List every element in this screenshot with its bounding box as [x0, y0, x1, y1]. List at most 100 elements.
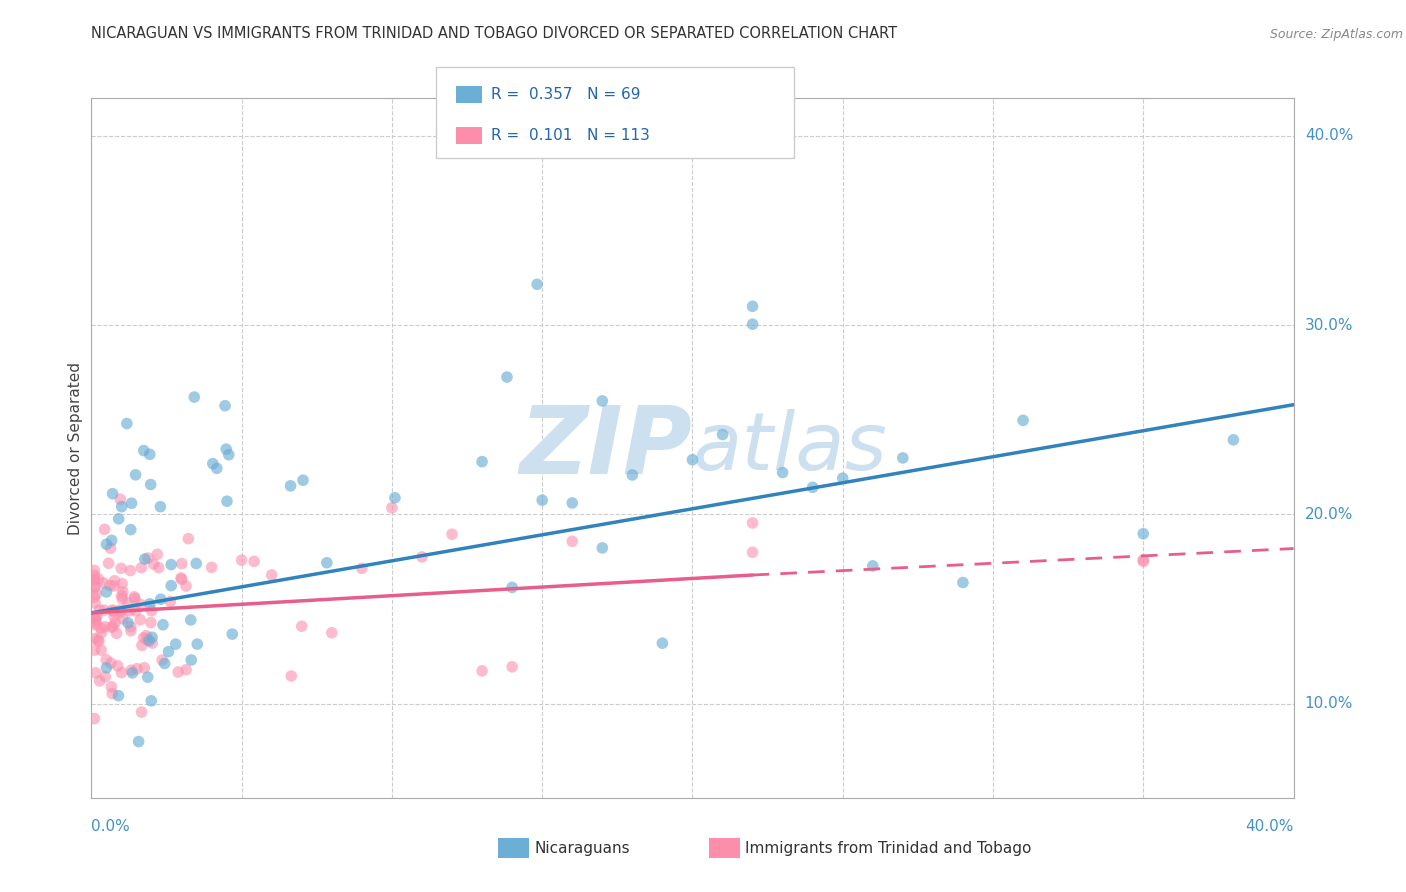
Point — [501, 660, 523, 674]
Point — [120, 620, 142, 634]
Point — [471, 664, 494, 678]
Point — [180, 613, 202, 627]
Point — [411, 549, 433, 564]
Point — [107, 512, 129, 526]
Text: atlas: atlas — [692, 409, 887, 487]
Point — [177, 532, 200, 546]
Point — [215, 494, 238, 508]
Point — [231, 553, 253, 567]
Point — [121, 496, 143, 510]
Point — [90, 626, 112, 640]
Point — [120, 523, 142, 537]
Point — [87, 634, 110, 648]
Point — [741, 317, 763, 331]
Point — [152, 617, 174, 632]
Point — [83, 573, 105, 587]
Point — [131, 560, 153, 574]
Point — [260, 568, 283, 582]
Y-axis label: Divorced or Separated: Divorced or Separated — [67, 362, 83, 534]
Point — [138, 633, 160, 648]
Point — [952, 575, 974, 590]
Point — [149, 500, 172, 514]
Point — [801, 480, 824, 494]
Point — [93, 603, 115, 617]
Point — [280, 669, 302, 683]
Point — [218, 448, 240, 462]
Point — [101, 687, 124, 701]
Point — [321, 625, 343, 640]
Text: ZIP: ZIP — [520, 402, 692, 494]
Point — [651, 636, 673, 650]
Point — [94, 620, 117, 634]
Point — [86, 609, 108, 624]
Point — [292, 473, 315, 487]
Point — [131, 705, 153, 719]
Point — [132, 631, 155, 645]
Point — [561, 534, 583, 549]
Point — [350, 561, 373, 575]
Point — [1012, 413, 1035, 427]
Point — [291, 619, 314, 633]
Point — [149, 592, 172, 607]
Point — [146, 547, 169, 561]
Point — [84, 580, 107, 594]
Point — [120, 663, 142, 677]
Point — [83, 568, 105, 582]
Point — [280, 479, 302, 493]
Point — [103, 579, 125, 593]
Point — [681, 452, 703, 467]
Point — [104, 615, 127, 630]
Point — [174, 663, 197, 677]
Point — [531, 493, 554, 508]
Point — [105, 626, 128, 640]
Point — [118, 604, 141, 618]
Point — [108, 603, 131, 617]
Point — [84, 616, 107, 631]
Point — [111, 584, 134, 599]
Text: 40.0%: 40.0% — [1305, 128, 1353, 144]
Point — [110, 665, 132, 680]
Point — [165, 637, 187, 651]
Point — [561, 496, 583, 510]
Point — [139, 447, 162, 461]
Point — [83, 563, 105, 577]
Point — [139, 477, 162, 491]
Point — [1132, 554, 1154, 568]
Point — [214, 399, 236, 413]
Point — [115, 417, 138, 431]
Point — [96, 653, 118, 667]
Point — [471, 455, 494, 469]
Point — [124, 591, 146, 606]
Point — [110, 561, 132, 575]
Point — [111, 500, 134, 514]
Point — [129, 613, 152, 627]
Point — [96, 537, 118, 551]
Point — [384, 491, 406, 505]
Text: Source: ZipAtlas.com: Source: ZipAtlas.com — [1270, 29, 1403, 41]
Point — [160, 558, 183, 572]
Point — [83, 632, 105, 646]
Point — [591, 393, 613, 408]
Point — [89, 673, 111, 688]
Text: 10.0%: 10.0% — [1305, 697, 1353, 711]
Point — [150, 653, 173, 667]
Point — [148, 560, 170, 574]
Point — [87, 572, 110, 586]
Point — [101, 486, 124, 500]
Point — [93, 522, 115, 536]
Point — [134, 552, 156, 566]
Text: Immigrants from Trinidad and Tobago: Immigrants from Trinidad and Tobago — [745, 841, 1032, 855]
Point — [201, 560, 224, 574]
Point — [96, 661, 118, 675]
Point — [139, 615, 162, 630]
Point — [174, 579, 197, 593]
Text: NICARAGUAN VS IMMIGRANTS FROM TRINIDAD AND TOBAGO DIVORCED OR SEPARATED CORRELAT: NICARAGUAN VS IMMIGRANTS FROM TRINIDAD A… — [91, 27, 897, 41]
Point — [741, 516, 763, 530]
Point — [170, 573, 193, 587]
Point — [84, 611, 107, 625]
Point — [772, 466, 794, 480]
Point — [100, 541, 122, 556]
Point — [135, 629, 157, 643]
Point — [141, 694, 163, 708]
Point — [125, 662, 148, 676]
